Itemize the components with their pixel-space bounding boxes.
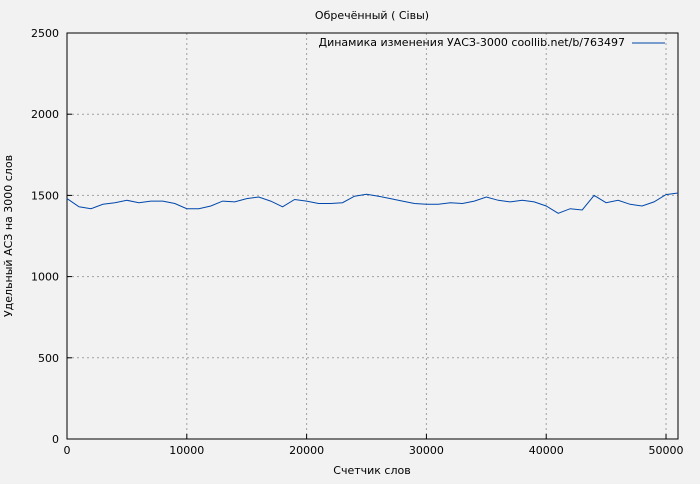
x-tick-label: 50000 [649,444,684,457]
ticks: 0 10000 20000 30000 40000 50000 0 500 1000 1500 20… [31,27,684,457]
series-line [66,192,679,214]
x-tick-label: 20000 [289,444,324,457]
x-tick-label: 0 [64,444,71,457]
plot-border [66,32,679,440]
y-tick-label: 500 [38,352,59,365]
y-axis-label: Удельный АСЗ на 3000 слов [2,155,15,317]
y-tick-label: 1500 [31,189,59,202]
x-tick-label: 30000 [409,444,444,457]
x-tick-label: 40000 [529,444,564,457]
grid [67,33,678,439]
y-tick-label: 1000 [31,271,59,284]
x-tick-label: 10000 [169,444,204,457]
chart-title: Обречённый ( Сівы) [315,9,429,22]
legend-label: Динамика изменения УАСЗ-3000 coollib.net… [319,36,626,49]
x-axis-label: Счетчик слов [333,464,410,477]
y-tick-label: 0 [52,433,59,446]
y-tick-label: 2500 [31,27,59,40]
y-tick-label: 2000 [31,108,59,121]
